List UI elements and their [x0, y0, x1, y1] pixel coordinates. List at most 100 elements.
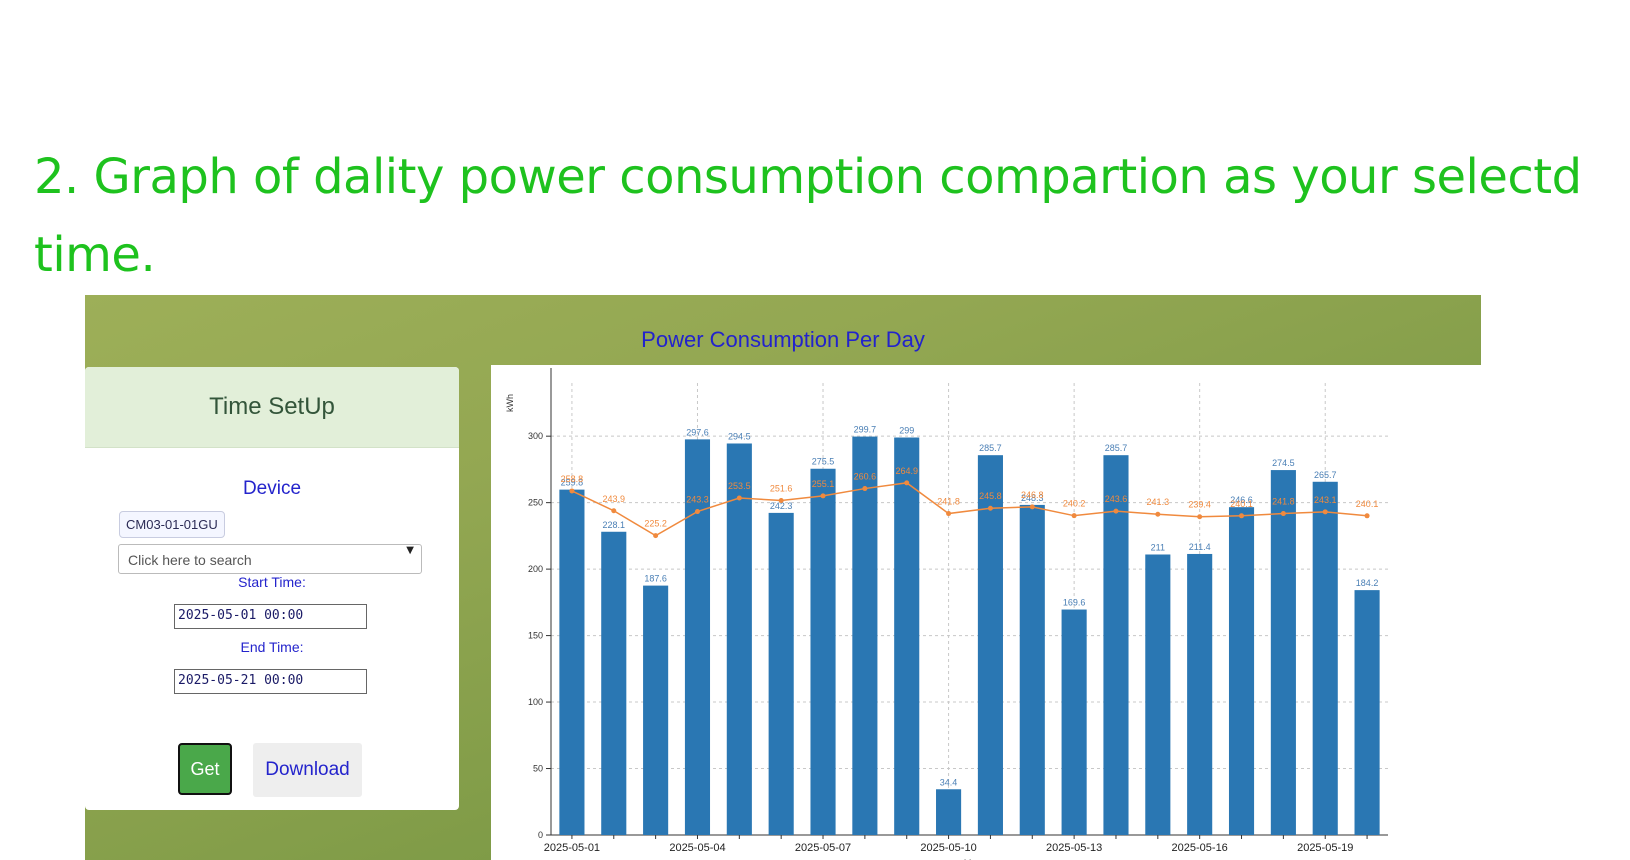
- line-point: [611, 508, 617, 514]
- bar-value-label: 274.5: [1272, 458, 1295, 468]
- y-tick-label: 0: [538, 830, 543, 840]
- page-heading: 2. Graph of dality power consumption com…: [34, 149, 1582, 283]
- bar-value-label: 299: [899, 426, 914, 436]
- bar: [1061, 609, 1087, 835]
- line-value-label: 225.2: [644, 519, 667, 529]
- line-point: [1071, 513, 1077, 519]
- chart-title: Power Consumption Per Day: [641, 327, 925, 352]
- line-point: [946, 511, 952, 517]
- line-value-label: 241.8: [937, 497, 960, 507]
- bar: [936, 789, 962, 835]
- bar-value-label: 242.3: [770, 501, 793, 511]
- bar-value-label: 246.6: [1230, 495, 1253, 505]
- bar: [1103, 455, 1129, 835]
- line-value-label: 258.8: [561, 474, 584, 484]
- line-point: [1280, 511, 1286, 517]
- bar: [1270, 470, 1296, 835]
- bar: [852, 436, 878, 835]
- device-tag[interactable]: CM03-01-01GU: [119, 511, 225, 538]
- line-series: [571, 482, 1368, 537]
- x-tick-label: 2025-05-16: [1172, 842, 1228, 854]
- panel-title: Time SetUp: [85, 367, 459, 448]
- search-placeholder: Click here to search: [128, 552, 252, 568]
- line-value-label: 245.8: [979, 491, 1002, 501]
- bar: [601, 531, 627, 835]
- x-tick-label: 2025-05-19: [1297, 842, 1353, 854]
- bar: [1312, 481, 1338, 835]
- y-tick-label: 50: [533, 764, 543, 774]
- line-value-label: 260.6: [854, 472, 877, 482]
- bar-value-label: 187.6: [644, 574, 667, 584]
- bar: [977, 455, 1003, 835]
- bar-value-label: 211: [1151, 542, 1165, 552]
- line-point: [1322, 509, 1328, 515]
- power-chart: 0 50 100 150 200 250 300 kWh Hour 259.8 228.1 187.6…: [505, 368, 1388, 860]
- bar-value-label: 228.1: [603, 520, 626, 530]
- bar-value-label: 294.5: [728, 431, 751, 441]
- line-value-label: 246.8: [1021, 490, 1044, 500]
- line-value-label: 243.3: [686, 495, 709, 505]
- bar-value-label: 265.7: [1314, 470, 1337, 480]
- line-value-label: 240.1: [1356, 499, 1379, 509]
- get-button[interactable]: Get: [178, 743, 232, 795]
- line-point: [736, 495, 742, 501]
- app-panel: Power Consumption Per Day Time SetUp Dev…: [85, 295, 1481, 860]
- line-point: [653, 533, 659, 539]
- download-button[interactable]: Download: [253, 743, 362, 797]
- bar: [768, 512, 794, 835]
- line-point: [1239, 513, 1245, 519]
- line-value-label: 241.8: [1272, 497, 1295, 507]
- line-value-label: 239.4: [1188, 500, 1211, 510]
- line-value-label: 240.2: [1063, 499, 1086, 509]
- line-value-label: 251.6: [770, 484, 793, 494]
- line-point: [820, 493, 826, 499]
- y-tick-label: 100: [528, 697, 543, 707]
- bar-value-label: 211.4: [1189, 542, 1211, 552]
- line-point: [1029, 504, 1035, 510]
- bar: [643, 585, 669, 835]
- y-tick-label: 150: [528, 631, 543, 641]
- line-value-label: 255.1: [812, 479, 835, 489]
- device-label: Device: [242, 478, 302, 499]
- bar: [1019, 504, 1045, 835]
- line-point: [904, 480, 910, 486]
- bar-value-label: 285.7: [1105, 443, 1128, 453]
- end-time-input[interactable]: 2025-05-21 00:00: [174, 669, 367, 694]
- line-value-label: 241.3: [1147, 497, 1170, 507]
- line-point: [987, 505, 993, 511]
- dropdown-caret-icon[interactable]: ▼: [406, 545, 414, 556]
- chart-area: 0 50 100 150 200 250 300 kWh Hour 259.8 228.1 187.6…: [491, 365, 1481, 860]
- line-point: [1113, 508, 1119, 514]
- x-tick-label: 2025-05-01: [544, 842, 600, 854]
- bar: [894, 437, 920, 835]
- bar: [1228, 507, 1255, 835]
- line-value-label: 243.1: [1314, 495, 1337, 505]
- end-time-label: End Time:: [240, 639, 304, 655]
- time-setup-panel: Time SetUp Device CM03-01-01GU Click her…: [85, 367, 459, 810]
- x-tick-label: 2025-05-04: [669, 842, 725, 854]
- bar-value-label: 297.6: [686, 427, 709, 437]
- device-search-input[interactable]: Click here to search ▼: [118, 544, 422, 574]
- bar-value-label: 184.2: [1356, 578, 1379, 588]
- start-time-label: Start Time:: [238, 574, 306, 590]
- line-point: [569, 488, 575, 494]
- bar-value-label: 169.6: [1063, 598, 1086, 608]
- bar-value-label: 299.7: [854, 425, 877, 435]
- bar-value-label: 248.3: [1021, 493, 1044, 503]
- bar: [726, 443, 752, 835]
- line-value-label: 240.1: [1230, 499, 1253, 509]
- bar: [559, 489, 585, 835]
- y-tick-label: 200: [528, 564, 543, 574]
- line-point: [862, 486, 868, 492]
- start-time-input[interactable]: 2025-05-01 00:00: [174, 604, 367, 629]
- bar: [684, 439, 711, 835]
- line-point: [1364, 513, 1370, 519]
- x-tick-label: 2025-05-10: [920, 842, 976, 854]
- bar: [1145, 554, 1171, 835]
- bar-value-label: 259.8: [561, 478, 584, 488]
- bar: [810, 468, 836, 835]
- bar-value-label: 275.5: [812, 457, 835, 467]
- y-tick-label: 300: [528, 431, 543, 441]
- line-value-label: 253.5: [728, 481, 751, 491]
- y-tick-label: 250: [528, 498, 543, 508]
